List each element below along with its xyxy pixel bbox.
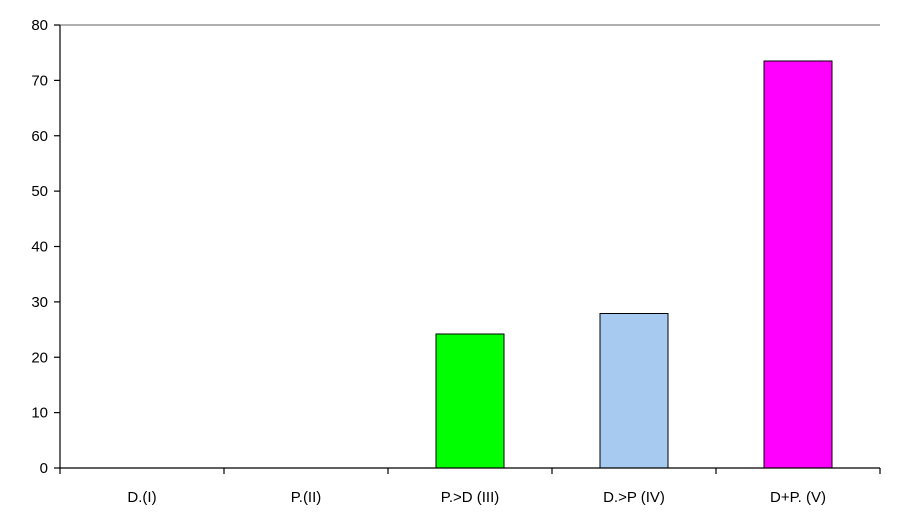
bar-5 <box>763 60 833 469</box>
y-tick-label: 60 <box>31 128 48 145</box>
x-ticks-layer: D.(I) P.(II) P.>D (III) D.>P (IV) D+P. (V) <box>59 468 881 506</box>
x-tick-label: D.>P (IV) <box>603 489 665 506</box>
y-tick-label: 80 <box>31 17 48 34</box>
y-ticks-layer: 0 10 20 30 40 50 60 70 80 <box>31 17 60 477</box>
y-tick-label: 0 <box>40 460 48 477</box>
bar-4 <box>599 313 669 469</box>
bar-3 <box>435 333 505 469</box>
y-tick-label: 50 <box>31 183 48 200</box>
y-tick-label: 30 <box>31 294 48 311</box>
x-tick-label: D+P. (V) <box>770 489 826 506</box>
y-tick-label: 70 <box>31 72 48 89</box>
y-tick-label: 40 <box>31 239 48 256</box>
x-tick-label: P.(II) <box>291 489 322 506</box>
y-tick-label: 10 <box>31 405 48 422</box>
x-tick-label: P.>D (III) <box>441 489 500 506</box>
y-tick-label: 20 <box>31 349 48 366</box>
bars-layer <box>435 60 833 469</box>
x-tick-label: D.(I) <box>127 489 156 506</box>
